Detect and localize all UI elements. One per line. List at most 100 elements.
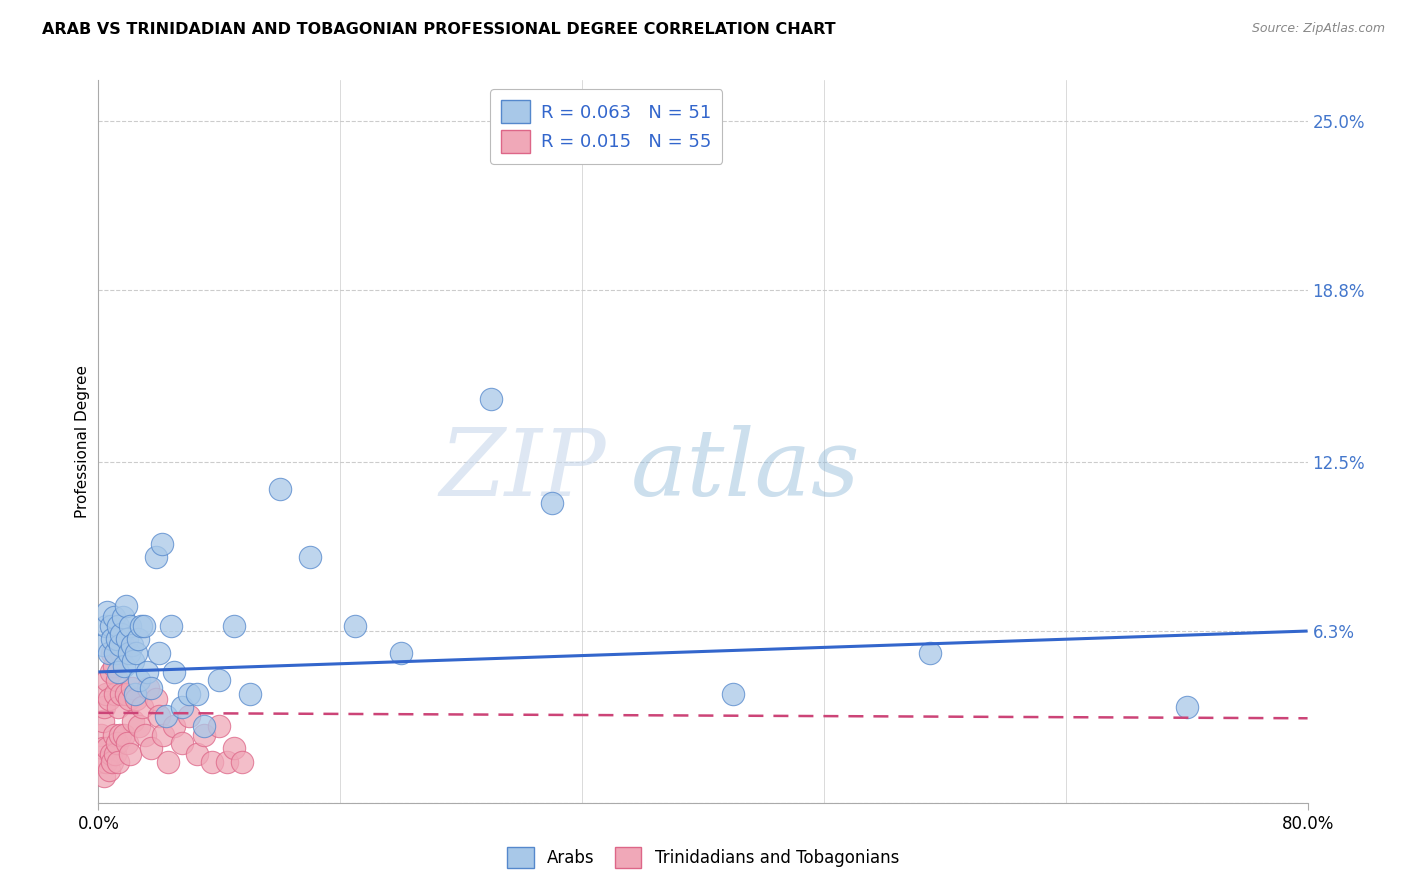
Point: [105, 736, 128, 750]
Point: [186, 687, 208, 701]
Point: [148, 708, 170, 723]
Point: [186, 747, 208, 761]
Point: [94, 687, 117, 701]
Text: ZIP: ZIP: [440, 425, 606, 516]
Point: [127, 632, 149, 647]
Point: [121, 638, 143, 652]
Point: [96, 741, 118, 756]
Point: [128, 673, 150, 687]
Point: [101, 632, 124, 647]
Point: [89, 755, 111, 769]
Point: [136, 681, 159, 696]
Point: [118, 646, 141, 660]
Point: [152, 728, 174, 742]
Point: [145, 550, 167, 565]
Point: [107, 755, 129, 769]
Point: [108, 638, 131, 652]
Point: [231, 755, 253, 769]
Point: [96, 605, 118, 619]
Point: [94, 618, 117, 632]
Point: [107, 665, 129, 679]
Point: [114, 687, 136, 701]
Point: [115, 632, 138, 647]
Point: [104, 687, 127, 701]
Point: [110, 626, 132, 640]
Point: [150, 537, 173, 551]
Point: [132, 618, 155, 632]
Point: [124, 687, 146, 701]
Point: [101, 755, 124, 769]
Point: [104, 747, 127, 761]
Text: atlas: atlas: [630, 425, 860, 516]
Point: [163, 719, 186, 733]
Point: [269, 482, 291, 496]
Point: [103, 659, 125, 673]
Point: [129, 618, 152, 632]
Point: [91, 714, 114, 728]
Point: [1175, 700, 1198, 714]
Point: [299, 550, 322, 565]
Point: [108, 728, 131, 742]
Point: [91, 638, 114, 652]
Point: [131, 700, 153, 714]
Point: [481, 392, 503, 407]
Point: [224, 618, 246, 632]
Point: [118, 692, 141, 706]
Point: [134, 728, 156, 742]
Point: [179, 708, 201, 723]
Point: [148, 646, 170, 660]
Point: [208, 673, 231, 687]
Point: [208, 719, 231, 733]
Point: [111, 638, 134, 652]
Text: Source: ZipAtlas.com: Source: ZipAtlas.com: [1251, 22, 1385, 36]
Legend: Arabs, Trinidadians and Tobagonians: Arabs, Trinidadians and Tobagonians: [501, 840, 905, 875]
Point: [96, 673, 118, 687]
Point: [122, 714, 145, 728]
Point: [98, 646, 121, 660]
Point: [121, 681, 143, 696]
Point: [100, 618, 122, 632]
Y-axis label: Professional Degree: Professional Degree: [75, 365, 90, 518]
Point: [104, 646, 127, 660]
Point: [90, 728, 112, 742]
Text: ARAB VS TRINIDADIAN AND TOBAGONIAN PROFESSIONAL DEGREE CORRELATION CHART: ARAB VS TRINIDADIAN AND TOBAGONIAN PROFE…: [42, 22, 835, 37]
Point: [239, 687, 262, 701]
Point: [100, 747, 122, 761]
Point: [170, 736, 193, 750]
Point: [94, 755, 117, 769]
Point: [122, 654, 145, 668]
Point: [135, 665, 157, 679]
Point: [103, 610, 125, 624]
Point: [120, 618, 142, 632]
Point: [114, 599, 136, 614]
Point: [163, 665, 186, 679]
Point: [160, 618, 183, 632]
Point: [141, 681, 163, 696]
Point: [193, 719, 215, 733]
Point: [115, 736, 138, 750]
Point: [145, 692, 167, 706]
Point: [91, 741, 114, 756]
Point: [100, 665, 122, 679]
Point: [112, 728, 135, 742]
Point: [201, 755, 224, 769]
Point: [224, 741, 246, 756]
Point: [141, 741, 163, 756]
Point: [179, 687, 201, 701]
Legend: R = 0.063   N = 51, R = 0.015   N = 55: R = 0.063 N = 51, R = 0.015 N = 55: [491, 89, 723, 164]
Point: [98, 763, 121, 777]
Point: [170, 700, 193, 714]
Point: [93, 700, 115, 714]
Point: [193, 728, 215, 742]
Point: [107, 618, 129, 632]
Point: [105, 632, 128, 647]
Point: [344, 618, 367, 632]
Point: [128, 719, 150, 733]
Point: [389, 646, 412, 660]
Point: [723, 687, 745, 701]
Point: [103, 728, 125, 742]
Point: [112, 659, 135, 673]
Point: [156, 755, 179, 769]
Point: [110, 687, 132, 701]
Point: [540, 496, 562, 510]
